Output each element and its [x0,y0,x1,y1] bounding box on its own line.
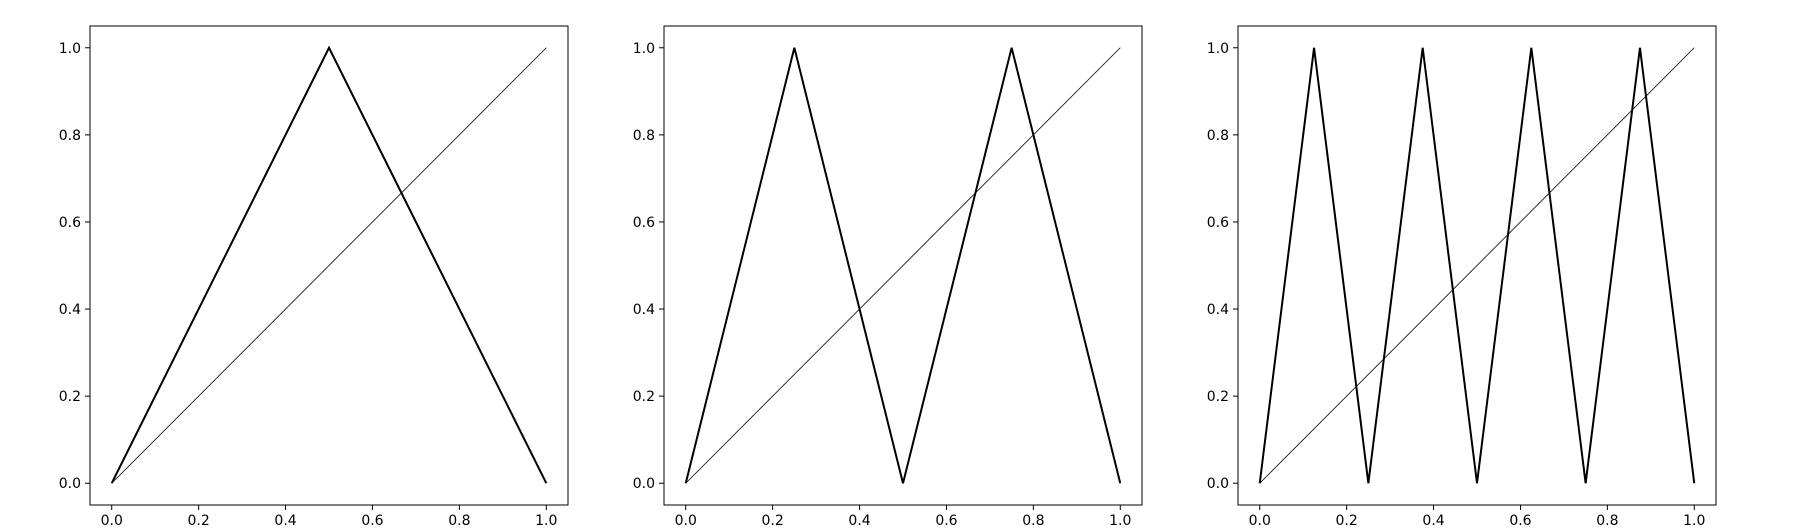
y-tick-label: 0.0 [1207,476,1229,492]
x-tick-label: 0.0 [101,513,123,529]
x-tick-label: 0.6 [361,513,383,529]
axes-frame [1237,25,1717,506]
zigzag-line-2 [684,47,1122,484]
y-tick-label: 0.8 [633,128,655,144]
diagonal-reference-line-3 [1259,47,1695,484]
diagonal-reference-line-2 [685,47,1121,484]
y-tick-label: 0.4 [633,302,655,318]
axes-frame [89,25,569,506]
y-tick-label: 0.0 [59,476,81,492]
x-tick-label: 0.6 [935,513,957,529]
plot-panel-3: 0.0 0.2 0.4 0.6 0.8 1.0 0.0 0.2 0.4 0.6 0.8 1.0 [1207,25,1717,529]
zigzag-line-1 [110,45,548,484]
diagonal-reference-line-1 [111,47,547,484]
y-tick-label: 0.2 [1207,389,1229,405]
y-tick-label: 0.2 [59,389,81,405]
y-tick-label: 0.4 [59,302,81,318]
y-tick-label: 0.8 [59,128,81,144]
x-tick-label: 0.0 [1249,513,1271,529]
y-tick-label: 1.0 [59,41,81,57]
plot-panel-1: 0.0 0.2 0.4 0.6 0.8 1.0 0.0 0.2 0.4 0.6 0.8 1.0 [59,25,569,529]
x-tick-label: 1.0 [535,513,557,529]
x-tick-label: 0.8 [1596,513,1618,529]
plot-panel-2: 0.0 0.2 0.4 0.6 0.8 1.0 0.0 0.2 0.4 0.6 0.8 1.0 [633,25,1143,529]
x-tick-label: 0.2 [762,513,784,529]
y-tick-label: 0.4 [1207,302,1229,318]
y-tick-label: 1.0 [1207,41,1229,57]
y-tick-label: 0.2 [633,389,655,405]
x-tick-label: 1.0 [1683,513,1705,529]
x-tick-label: 0.4 [274,513,296,529]
x-tick-label: 0.6 [1509,513,1531,529]
x-tick-label: 0.4 [848,513,870,529]
y-tick-label: 0.6 [1207,215,1229,231]
axes-frame [663,25,1143,506]
y-tick-label: 0.6 [633,215,655,231]
y-tick-label: 0.0 [633,476,655,492]
x-tick-label: 0.8 [1022,513,1044,529]
x-tick-label: 1.0 [1109,513,1131,529]
x-tick-label: 0.2 [1336,513,1358,529]
x-tick-label: 0.2 [188,513,210,529]
zigzag-line-3 [1258,47,1696,484]
x-tick-label: 0.4 [1422,513,1444,529]
x-tick-label: 0.8 [448,513,470,529]
y-tick-label: 0.6 [59,215,81,231]
y-tick-label: 0.8 [1207,128,1229,144]
y-tick-label: 1.0 [633,41,655,57]
x-tick-label: 0.0 [675,513,697,529]
